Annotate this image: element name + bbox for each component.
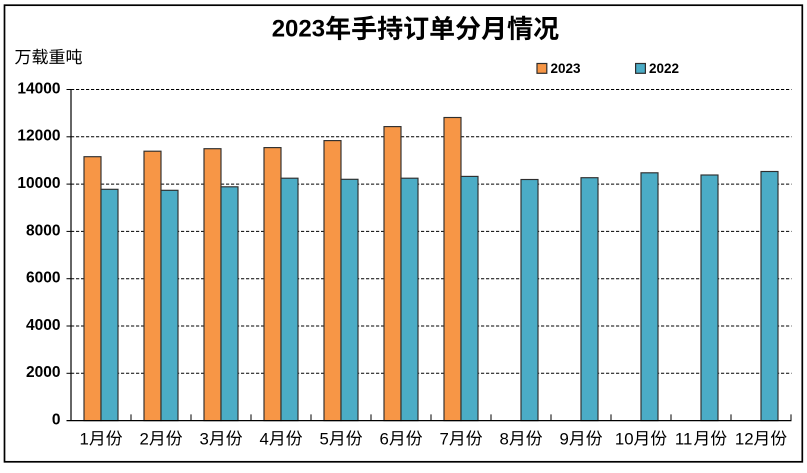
svg-text:5: 5 (320, 429, 329, 448)
svg-text:3: 3 (200, 429, 209, 448)
svg-text:1: 1 (80, 429, 89, 448)
svg-text:4000: 4000 (26, 317, 60, 334)
svg-text:2023: 2023 (551, 61, 582, 76)
svg-text:6000: 6000 (26, 270, 60, 287)
svg-text:11: 11 (675, 429, 692, 448)
svg-text:12000: 12000 (17, 128, 60, 145)
svg-text:8: 8 (500, 429, 509, 448)
svg-text:10000: 10000 (17, 175, 60, 192)
svg-text:8000: 8000 (26, 222, 60, 239)
svg-text:6: 6 (380, 429, 389, 448)
svg-text:9: 9 (560, 429, 569, 448)
svg-text:10: 10 (615, 429, 634, 448)
svg-text:4: 4 (260, 429, 269, 448)
svg-text:2000: 2000 (26, 364, 60, 381)
svg-text:2: 2 (140, 429, 149, 448)
svg-text:12: 12 (735, 429, 754, 448)
svg-text:14000: 14000 (17, 80, 60, 97)
svg-text:0: 0 (52, 412, 61, 429)
svg-text:2022: 2022 (649, 61, 679, 76)
svg-text:2023: 2023 (272, 15, 325, 42)
svg-text:7: 7 (440, 429, 449, 448)
